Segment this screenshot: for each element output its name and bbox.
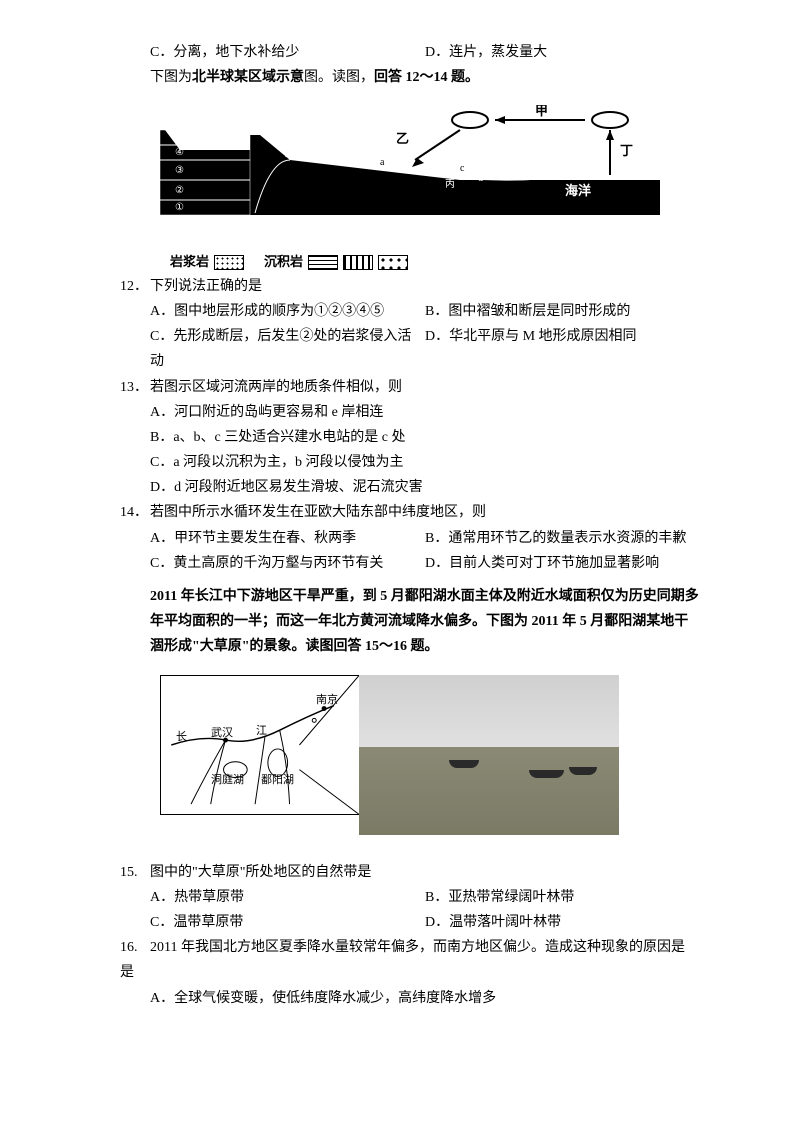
opt-c: C．分离，地下水补给少 (150, 40, 425, 65)
q12-c: C．先形成断层，后发生②处的岩浆侵入活动 (150, 324, 425, 374)
intro-bold: 北半球某区域示意 (192, 70, 304, 85)
svg-text:⑤: ⑤ (175, 132, 184, 143)
q14-c: C．黄土高原的千沟万壑与丙环节有关 (150, 551, 425, 576)
svg-text:海洋: 海洋 (565, 183, 591, 198)
q14-text: 若图中所示水循环发生在亚欧大陆东部中纬度地区，则 (150, 500, 486, 525)
svg-text:丁: 丁 (620, 143, 633, 158)
q12-opts-ab: A．图中地层形成的顺序为①②③④⑤ B．图中褶皱和断层是同时形成的 (150, 299, 700, 324)
q15-opts-ab: A．热带草原带 B．亚热带常绿阔叶林带 (150, 885, 700, 910)
svg-text:②: ② (175, 185, 184, 196)
q12-a: A．图中地层形成的顺序为①②③④⑤ (150, 299, 425, 324)
q14-a: A．甲环节主要发生在春、秋两季 (150, 526, 425, 551)
map-nanjing: 南京 (316, 691, 338, 711)
q13-b: B．a、b、c 三处适合兴建水电站的是 c 处 (150, 425, 700, 450)
q15-d: D．温带落叶阔叶林带 (425, 910, 700, 935)
q14-num: 14． (120, 500, 150, 525)
svg-text:①: ① (175, 202, 184, 213)
intro-suffix: 图。读图， (304, 70, 374, 85)
diagram-map-photo: 南京 武汉 长 江 洞庭湖 鄱阳湖 (160, 675, 700, 835)
q16-suffix-line: 是 (120, 960, 700, 985)
map-dongting: 洞庭湖 (211, 771, 244, 791)
q12-opts-cd: C．先形成断层，后发生②处的岩浆侵入活动 D．华北平原与 M 地形成原因相同 (150, 324, 700, 374)
q16-text: 2011 年我国北方地区夏季降水量较常年偏多，而南方地区偏少。造成这种现象的原因… (150, 935, 685, 960)
map-box: 南京 武汉 长 江 洞庭湖 鄱阳湖 (160, 675, 360, 815)
opt-d: D．连片，蒸发量大 (425, 40, 700, 65)
svg-text:④: ④ (175, 147, 184, 158)
q12-b: B．图中褶皱和断层是同时形成的 (425, 299, 700, 324)
boat-3 (569, 767, 597, 775)
legend-swatch-2 (343, 255, 373, 270)
svg-text:丙: 丙 (445, 179, 455, 190)
q13-c: C．a 河段以沉积为主，b 河段以侵蚀为主 (150, 450, 700, 475)
map-wuhan: 武汉 (211, 724, 233, 744)
q13-text: 若图示区域河流两岸的地质条件相似，则 (150, 375, 402, 400)
q15-opts-cd: C．温带草原带 D．温带落叶阔叶林带 (150, 910, 700, 935)
q12-text: 下列说法正确的是 (150, 274, 262, 299)
q16-a: A．全球气候变暖，使低纬度降水减少，高纬度降水增多 (150, 986, 700, 1011)
q12-num: 12． (120, 274, 150, 299)
svg-text:c: c (460, 163, 465, 174)
q15-c: C．温带草原带 (150, 910, 425, 935)
legend-igneous-label: 岩浆岩 (170, 250, 209, 273)
q13-num: 13． (120, 375, 150, 400)
diagram-cross-section: ⑤ ④ ③ ② ① M a b c d e 丙 海洋 甲 丁 乙 (160, 105, 660, 235)
q14-opts-cd: C．黄土高原的千沟万壑与丙环节有关 D．目前人类可对丁环节施加显著影响 (150, 551, 700, 576)
svg-text:a: a (380, 157, 385, 168)
q15-stem: 15. 图中的"大草原"所处地区的自然带是 (120, 860, 700, 885)
q13-a: A．河口附近的岛屿更容易和 e 岸相连 (150, 400, 700, 425)
q14-opts-ab: A．甲环节主要发生在春、秋两季 B．通常用环节乙的数量表示水资源的丰歉 (150, 526, 700, 551)
q14-b: B．通常用环节乙的数量表示水资源的丰歉 (425, 526, 700, 551)
q15-b: B．亚热带常绿阔叶林带 (425, 885, 700, 910)
q13-d: D．d 河段附近地区易发生滑坡、泥石流灾害 (150, 475, 700, 500)
map-poyang: 鄱阳湖 (261, 771, 294, 791)
intro-prefix: 下图为 (150, 70, 192, 85)
legend-swatch-1 (308, 255, 338, 270)
q16-num: 16. (120, 935, 150, 960)
boat-2 (529, 770, 564, 778)
map-chang: 长 (176, 728, 187, 748)
boat-1 (449, 760, 479, 768)
q12-stem: 12． 下列说法正确的是 (120, 274, 700, 299)
legend-sedimentary: 沉积岩 (264, 250, 408, 273)
map-jiang: 江 (256, 722, 267, 742)
diagram-legend: 岩浆岩 沉积岩 (170, 250, 700, 273)
svg-text:乙: 乙 (396, 131, 409, 146)
q15-text: 图中的"大草原"所处地区的自然带是 (150, 860, 371, 885)
svg-text:b: b (438, 169, 443, 180)
q14-stem: 14． 若图中所示水循环发生在亚欧大陆东部中纬度地区，则 (120, 500, 700, 525)
q12-d: D．华北平原与 M 地形成原因相同 (425, 324, 700, 374)
photo-box (359, 675, 619, 835)
legend-swatch-3 (378, 255, 408, 270)
q15-a: A．热带草原带 (150, 885, 425, 910)
svg-text:d: d (478, 173, 483, 184)
q15-num: 15. (120, 860, 150, 885)
legend-igneous: 岩浆岩 (170, 250, 244, 273)
intro-15-text: 2011 年长江中下游地区干旱严重，到 5 月鄱阳湖水面主体及附近水域面积仅为历… (150, 589, 699, 654)
svg-text:e: e (500, 169, 505, 180)
intro-15-16: 2011 年长江中下游地区干旱严重，到 5 月鄱阳湖水面主体及附近水域面积仅为历… (150, 584, 700, 660)
q13-stem: 13． 若图示区域河流两岸的地质条件相似，则 (120, 375, 700, 400)
q14-d: D．目前人类可对丁环节施加显著影响 (425, 551, 700, 576)
legend-swatch-igneous (214, 255, 244, 270)
intro-bold2: 回答 12～14 题。 (374, 70, 479, 85)
svg-text:M: M (285, 148, 296, 160)
q11-options-cd: C．分离，地下水补给少 D．连片，蒸发量大 (150, 40, 700, 65)
q16-stem: 16. 2011 年我国北方地区夏季降水量较常年偏多，而南方地区偏少。造成这种现… (120, 935, 700, 960)
intro-12-14: 下图为北半球某区域示意图。读图，回答 12～14 题。 (150, 65, 700, 90)
svg-text:③: ③ (175, 165, 184, 176)
svg-text:甲: 甲 (535, 105, 548, 118)
legend-sedimentary-label: 沉积岩 (264, 250, 303, 273)
